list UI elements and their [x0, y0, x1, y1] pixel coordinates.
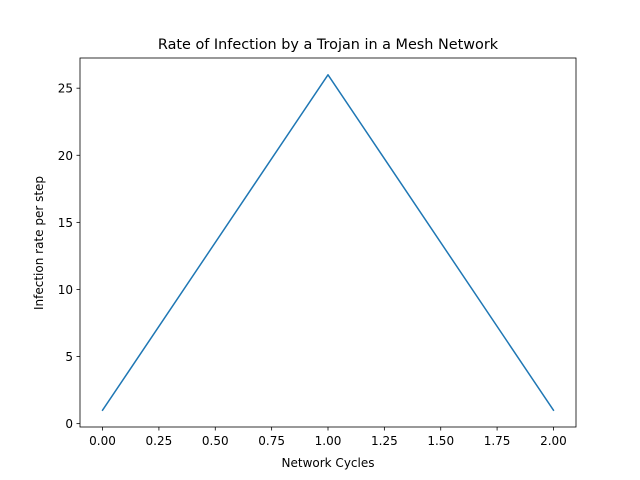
x-axis-label: Network Cycles	[282, 456, 375, 470]
x-tick-label: 1.50	[427, 434, 454, 448]
y-tick-label: 10	[58, 283, 73, 297]
x-tick-label: 0.50	[202, 434, 229, 448]
y-tick-label: 15	[58, 216, 73, 230]
y-tick-label: 20	[58, 149, 73, 163]
y-tick-label: 0	[65, 417, 73, 431]
chart-title: Rate of Infection by a Trojan in a Mesh …	[158, 37, 499, 53]
x-tick-label: 0.75	[258, 434, 285, 448]
x-tick-label: 1.75	[484, 434, 511, 448]
x-tick-label: 2.00	[540, 434, 567, 448]
x-tick-label: 1.25	[371, 434, 398, 448]
x-tick-label: 1.00	[315, 434, 342, 448]
y-tick-label: 25	[58, 82, 73, 96]
axes-frame	[79, 57, 577, 428]
y-axis-label: Infection rate per step	[32, 176, 46, 310]
y-tick-label: 5	[65, 350, 73, 364]
plot-area: 0.00 0.25 0.50 0.75 1.00 1.25 1.50 1.75 2.00 0 5 10…	[58, 57, 577, 448]
x-tick-label: 0.00	[89, 434, 116, 448]
series-line-0	[101, 74, 555, 412]
x-tick-label: 0.25	[146, 434, 173, 448]
